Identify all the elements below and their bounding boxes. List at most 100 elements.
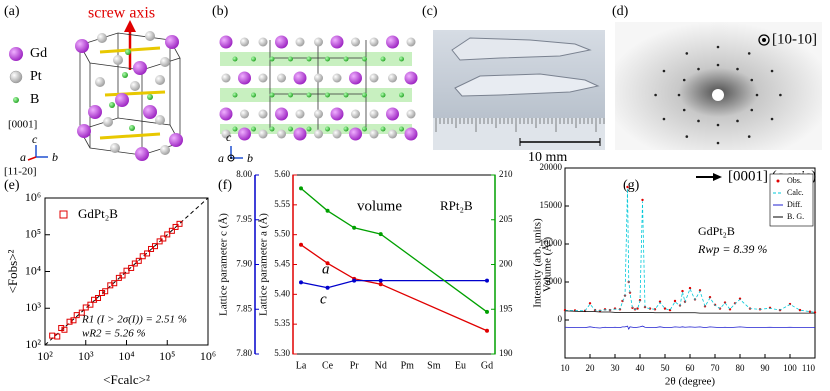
atom [277,73,286,83]
atom [251,126,256,132]
panel-label: (g) [623,178,640,193]
atom [232,56,238,62]
axis-label: c [32,132,38,146]
atom [343,92,349,98]
y-tick-label: 5.30 [274,348,290,358]
y-tick-label: 5.60 [274,169,290,179]
panel-c: (c) 10 mm [422,4,605,165]
atom [404,71,418,85]
series-line [564,325,815,331]
crystal [454,73,600,97]
atom [332,73,342,83]
y-tick-label: 10³ [25,300,41,314]
y-tick-label: 10⁶ [25,190,41,204]
spot [716,63,720,67]
y-tick-label: 7.90 [236,259,252,269]
arrow-head [124,20,136,32]
spot [716,141,720,145]
point [54,333,61,340]
legend-label: Pt [30,69,42,84]
out-of-plane [230,157,232,159]
spot [716,123,720,127]
screw-axis-label: screw axis [88,5,155,22]
spot [755,93,759,97]
point [673,299,677,303]
atom [306,56,312,62]
spot [736,67,739,71]
atom [221,129,231,139]
x-tick-label: 10⁶ [200,349,216,363]
y-tick-label: 10⁴ [25,263,41,277]
x-tick-label: 30 [611,363,621,373]
x-tick-label: Nd [375,360,387,371]
atom [258,109,268,119]
y-tick-label: 0 [558,314,563,324]
spot [662,117,666,121]
x-tick-label: 20 [586,363,596,373]
x-axis-title: <Fcalc>² [103,372,150,387]
y-axis-title: Lattice parameter a (Å) [258,213,270,316]
x-tick-label: 50 [661,363,671,373]
atom [388,73,397,83]
marker [299,186,303,191]
marker [485,309,489,314]
panel-label: (f) [218,178,232,193]
laue-pattern [615,22,822,150]
legend-gd [9,47,23,61]
y-axis-title: <Fobs>² [5,249,20,293]
atom [269,92,275,98]
y-axis-title: Volume (Å³) [542,236,554,292]
y-tick-label: 7.95 [236,214,252,224]
atom [295,109,305,119]
atom [399,56,404,62]
point [708,296,712,299]
atom [238,71,251,85]
point [160,235,167,242]
x-tick-label: 100 [783,363,797,373]
point [61,326,68,333]
point [87,301,94,308]
atom [238,127,251,141]
atom [240,37,249,47]
atom [343,126,349,132]
atom [325,56,330,62]
axis-label: a [20,150,26,164]
y-tick-label: 5.40 [274,288,290,298]
atom [293,71,307,85]
marker [485,278,489,283]
marker [299,280,303,285]
laue-spots [654,45,782,145]
marker [325,208,330,213]
atom [314,37,323,47]
charts: (e) 10² 10³ 10⁴ 10⁵ 10⁶ 10² 10³ 10⁴ 10⁵ 10⁶ GdPt₂B R… [4,162,817,388]
point [49,332,56,339]
atom [293,127,307,141]
x-tick-label: 90 [761,363,771,373]
atom [386,35,399,49]
axis-label: b [52,150,58,164]
axis-label: c [226,130,232,144]
point [688,286,692,290]
series-line [565,188,816,313]
crystal [451,37,592,61]
spot [736,119,739,123]
y-tick-label: 10² [25,337,41,351]
x-tick-label: 60 [686,363,696,373]
point [164,231,171,238]
atom [288,56,293,62]
x-tick-label: 10⁵ [159,349,175,363]
atom [275,107,288,121]
y-tick-label: 8.00 [236,169,252,179]
legend-label: Calc. [787,188,804,197]
marker [352,225,357,230]
y-axis-title: Intensity (arb. units) [532,218,544,308]
series-label: a [322,261,330,277]
atom [330,107,344,121]
x-axis-title: 2θ (degree) [665,376,715,388]
x-tick-label: 80 [736,363,746,373]
x-tick-label: 70 [711,363,721,373]
atom [369,109,379,119]
marker [352,278,357,283]
band [220,52,412,66]
